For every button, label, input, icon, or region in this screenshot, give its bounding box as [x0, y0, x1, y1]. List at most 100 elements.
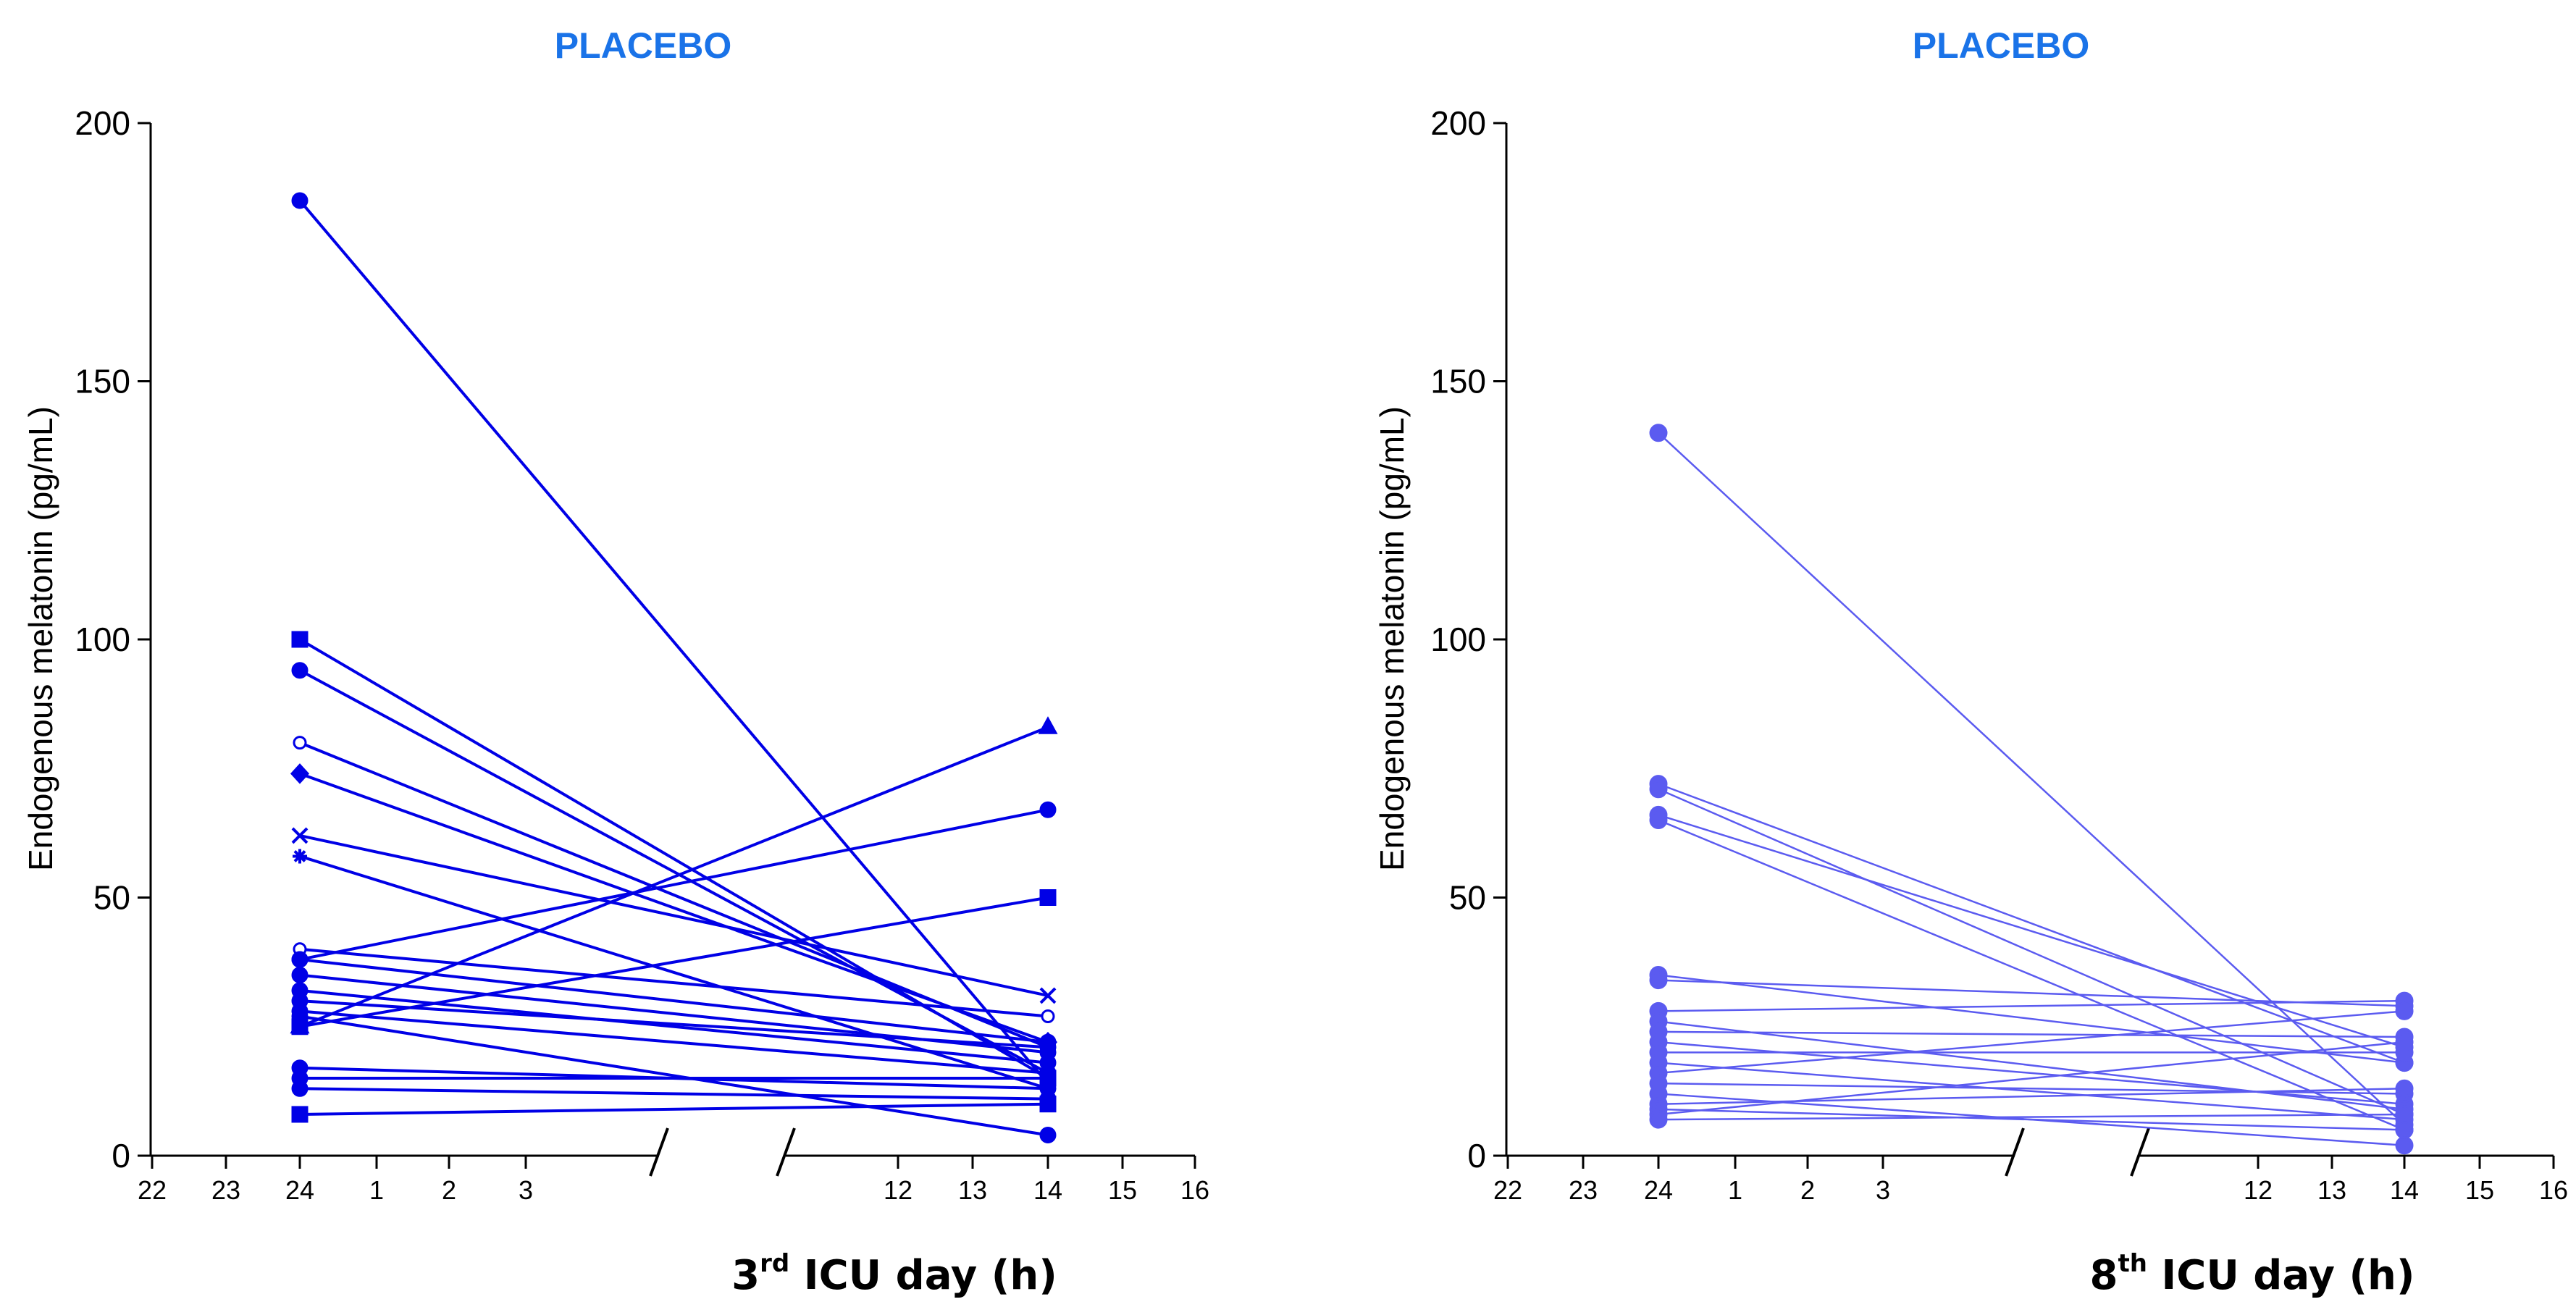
series-line: [1658, 1030, 2405, 1038]
data-series-7: [1649, 971, 2414, 1015]
series-line: [299, 1014, 1049, 1137]
series-line: [1658, 1010, 2405, 1075]
y-tick-label: 50: [1449, 879, 1486, 917]
data-point-circle: [2395, 1120, 2414, 1139]
x-tick-label: 24: [285, 1175, 314, 1205]
series-line: [1658, 1113, 2405, 1121]
chart-panel-2: PLACEBO 0 50 100 150 200 Endogenous melatonin …: [1373, 25, 2568, 1299]
chart-title: PLACEBO: [555, 25, 731, 66]
data-point-circle: [291, 1080, 309, 1097]
x-tick-label: 22: [138, 1175, 167, 1205]
data-series-1: [1649, 424, 2414, 1134]
data-series-19: [1649, 1033, 2414, 1124]
data-series-12: [291, 889, 1057, 1035]
y-tick-label: 0: [1467, 1137, 1486, 1175]
data-point-x: [291, 827, 309, 844]
data-series-9: [291, 801, 1057, 968]
y-tick-label: 150: [75, 363, 130, 400]
data-point-triangle: [1038, 716, 1058, 734]
data-point-circle: [291, 662, 309, 679]
data-point-circle: [1649, 971, 1668, 990]
x-axis-label-number: 8: [2089, 1252, 2118, 1299]
x-axis-label-text: ICU day (h): [2147, 1252, 2415, 1299]
y-tick-label: 150: [1430, 363, 1486, 400]
y-tick-label: 100: [75, 621, 130, 658]
x-tick-label: 22: [1493, 1175, 1522, 1205]
data-point-x: [1039, 987, 1057, 1004]
data-point-square: [291, 631, 309, 648]
x-tick-label: 16: [1180, 1175, 1209, 1205]
series-line: [1658, 814, 2405, 1049]
x-axis-label-number: 3: [731, 1252, 760, 1299]
data-point-circle: [291, 951, 309, 968]
data-point-circle: [1649, 1110, 1668, 1129]
data-point-diamond: [290, 763, 310, 784]
data-series-19: [291, 1070, 1057, 1087]
x-tick-label: 24: [1644, 1175, 1673, 1205]
axis-break-mark: [776, 1127, 796, 1177]
axis-break-mark: [2005, 1127, 2025, 1177]
axis-break-mark: [2130, 1127, 2150, 1177]
y-axis-label: Endogenous melatonin (pg/mL): [22, 406, 59, 871]
series-line: [299, 1009, 1049, 1075]
series-line: [299, 947, 1049, 1018]
series-line: [298, 199, 1049, 1085]
x-tick-label: 1: [1728, 1175, 1742, 1205]
data-series-14: [291, 982, 1057, 1072]
series-line: [1658, 1108, 2405, 1131]
data-series-8: [1649, 991, 2414, 1020]
data-point-circle: [2395, 1001, 2414, 1020]
series-line: [299, 1102, 1049, 1116]
data-point-square: [291, 1106, 309, 1123]
data-point-circle: [1649, 811, 1668, 830]
series-line: [1658, 783, 2405, 1064]
x-axis-label-text: ICU day (h): [789, 1252, 1057, 1299]
x-tick-label: 3: [1876, 1175, 1890, 1205]
data-point-circle: [291, 1007, 309, 1025]
series-line: [299, 833, 1049, 997]
x-tick-label: 14: [1033, 1175, 1062, 1205]
x-axis-label: 3rd ICU day (h): [731, 1249, 1057, 1299]
series-line: [299, 896, 1049, 1028]
data-point-circle: [2395, 1136, 2414, 1155]
data-series-21: [291, 1096, 1057, 1123]
data-point-square: [1039, 889, 1057, 906]
x-tick-label: 12: [884, 1175, 912, 1205]
data-point-circle: [1039, 1038, 1057, 1056]
data-series-20: [1649, 1105, 2414, 1129]
x-tick-label: 2: [442, 1175, 456, 1205]
x-tick-label: 23: [1569, 1175, 1598, 1205]
data-point-star: [293, 849, 307, 864]
series-line: [1658, 1041, 2405, 1105]
data-point-circle: [1649, 424, 1668, 442]
data-point-circle: [2395, 1105, 2414, 1124]
y-tick-label: 0: [112, 1137, 130, 1175]
chart-title: PLACEBO: [1913, 25, 2089, 66]
data-point-open-circle: [293, 736, 307, 750]
series-line: [299, 1087, 1049, 1101]
data-point-square: [1039, 1096, 1057, 1113]
x-axis-label-superscript: rd: [760, 1249, 789, 1278]
x-tick-label: 23: [211, 1175, 240, 1205]
y-tick-label: 200: [1430, 104, 1486, 142]
series-line: [299, 772, 1049, 1044]
data-point-circle: [2395, 1033, 2414, 1051]
x-tick-label: 12: [2244, 1175, 2273, 1205]
data-series-3: [1649, 780, 2414, 1124]
series-line: [1658, 788, 2405, 1116]
y-tick-label: 100: [1430, 621, 1486, 658]
x-axis-label: 8th ICU day (h): [2089, 1249, 2415, 1299]
series-line: [299, 726, 1049, 1028]
series-line: [299, 958, 1049, 1044]
x-tick-label: 13: [2317, 1175, 2346, 1205]
data-point-circle: [1039, 801, 1057, 818]
series-line: [1658, 974, 2405, 1064]
data-point-circle: [1039, 1070, 1057, 1087]
series-line: [299, 999, 1049, 1049]
x-axis-label-superscript: th: [2118, 1249, 2147, 1278]
data-point-circle: [1649, 780, 1668, 799]
x-tick-label: 15: [1108, 1175, 1137, 1205]
data-series-20: [291, 1080, 1057, 1108]
series-line: [299, 988, 1049, 1064]
